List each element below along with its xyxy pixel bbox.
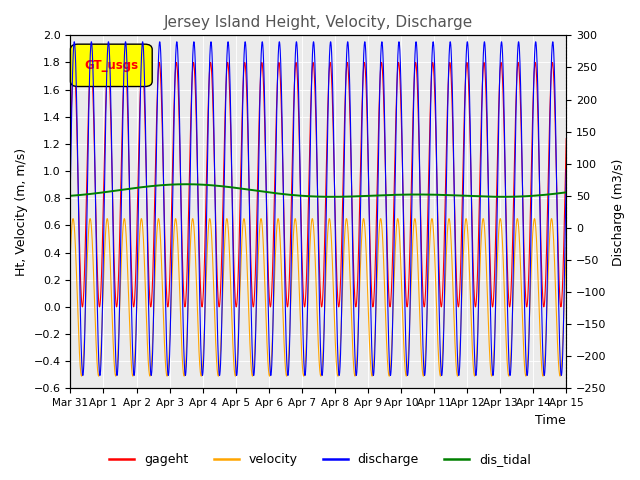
Y-axis label: Discharge (m3/s): Discharge (m3/s)	[612, 158, 625, 265]
Y-axis label: Ht, Velocity (m, m/s): Ht, Velocity (m, m/s)	[15, 148, 28, 276]
FancyBboxPatch shape	[70, 44, 152, 86]
Title: Jersey Island Height, Velocity, Discharge: Jersey Island Height, Velocity, Discharg…	[164, 15, 473, 30]
Legend: gageht, velocity, discharge, dis_tidal: gageht, velocity, discharge, dis_tidal	[104, 448, 536, 471]
X-axis label: Time: Time	[536, 414, 566, 427]
Text: GT_usgs: GT_usgs	[84, 59, 139, 72]
